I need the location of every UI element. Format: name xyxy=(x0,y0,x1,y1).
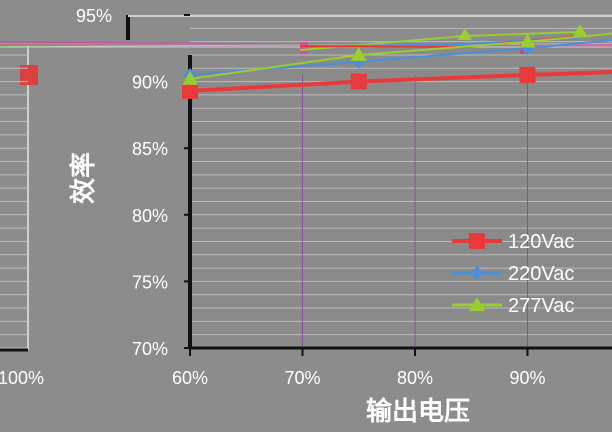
vertical-gridlines xyxy=(302,74,528,348)
series-line xyxy=(189,32,612,80)
legend: 120Vac 220Vac 277Vac xyxy=(452,231,574,317)
y-tick-label: 95% xyxy=(76,6,112,26)
legend-marker-square xyxy=(469,233,485,249)
series-marker-triangle xyxy=(573,24,587,36)
series-marker-square xyxy=(519,66,536,83)
series-marker-triangle xyxy=(458,28,472,40)
legend-label: 277Vac xyxy=(508,295,574,317)
series-line xyxy=(189,39,612,76)
left-fragment-tick-label: 100% xyxy=(0,368,44,388)
series-marker-square xyxy=(182,82,198,99)
y-tick-label: 85% xyxy=(132,139,168,159)
y-tick-label: 90% xyxy=(132,73,168,93)
legend-marker-triangle xyxy=(469,297,485,311)
left-fragment-panel: 100% xyxy=(0,45,44,388)
x-tick-label: 90% xyxy=(509,368,545,388)
x-tick-label: 80% xyxy=(397,368,433,388)
top-clutter-mark xyxy=(300,42,308,54)
series-marker-square xyxy=(350,73,367,90)
y-tick-label: 80% xyxy=(132,206,168,226)
legend-label: 220Vac xyxy=(508,263,574,285)
series-group xyxy=(0,24,612,99)
x-tick-label: 70% xyxy=(284,368,320,388)
y-tick-label: 75% xyxy=(132,272,168,292)
plot-area xyxy=(190,40,612,350)
legend-marker-diamond xyxy=(470,266,484,280)
legend-label: 120Vac xyxy=(508,231,574,253)
axes xyxy=(0,14,612,356)
x-tick-label: 60% xyxy=(172,368,208,388)
series-marker-triangle xyxy=(182,70,198,85)
series-marker-triangle xyxy=(519,33,536,48)
gridlines xyxy=(0,14,612,349)
x-axis-title: 输出电压 xyxy=(366,396,470,427)
y-tick-label: 70% xyxy=(132,339,168,359)
series-marker-triangle xyxy=(350,46,367,61)
y-tick-labels: 70% 75% 80% 85% 90% 95% xyxy=(76,6,168,359)
left-fragment-marker xyxy=(20,65,38,85)
y-axis-title: 效率 xyxy=(68,152,99,204)
x-tick-labels: 60% 70% 80% 90% xyxy=(172,368,546,388)
series-line xyxy=(189,69,612,93)
